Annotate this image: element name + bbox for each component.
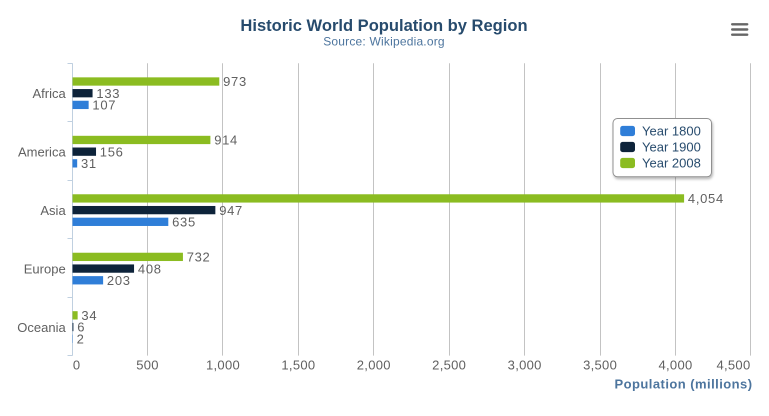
svg-text:Historic World Population by R: Historic World Population by Region (240, 16, 527, 35)
svg-text:732: 732 (187, 250, 211, 265)
svg-text:203: 203 (107, 273, 131, 288)
svg-text:2,000: 2,000 (357, 358, 391, 373)
svg-text:3,500: 3,500 (583, 358, 617, 373)
svg-text:4,000: 4,000 (658, 358, 692, 373)
svg-text:Year 1800: Year 1800 (642, 124, 701, 139)
svg-text:America: America (18, 144, 66, 159)
svg-text:0: 0 (73, 358, 81, 373)
svg-text:31: 31 (81, 156, 97, 171)
svg-text:34: 34 (81, 308, 97, 323)
svg-text:6: 6 (77, 320, 85, 335)
svg-text:4,054: 4,054 (688, 191, 724, 206)
svg-text:973: 973 (223, 74, 247, 89)
svg-text:Source: Wikipedia.org: Source: Wikipedia.org (323, 35, 445, 49)
svg-text:156: 156 (100, 144, 124, 159)
svg-text:Population (millions): Population (millions) (615, 377, 753, 392)
svg-text:4,500: 4,500 (716, 358, 750, 373)
svg-text:947: 947 (219, 203, 243, 218)
svg-text:1,500: 1,500 (281, 358, 315, 373)
svg-text:914: 914 (214, 133, 238, 148)
svg-text:107: 107 (92, 98, 116, 113)
svg-text:Oceania: Oceania (17, 320, 66, 335)
svg-text:Asia: Asia (40, 203, 66, 218)
svg-text:500: 500 (136, 358, 159, 373)
svg-text:1,000: 1,000 (206, 358, 240, 373)
svg-text:635: 635 (172, 215, 196, 230)
svg-text:2,500: 2,500 (432, 358, 466, 373)
svg-text:Europe: Europe (24, 261, 66, 276)
svg-text:Year 2008: Year 2008 (642, 156, 701, 171)
svg-text:Africa: Africa (32, 86, 66, 101)
svg-text:Year 1900: Year 1900 (642, 140, 701, 155)
svg-text:3,000: 3,000 (508, 358, 542, 373)
svg-text:133: 133 (96, 86, 120, 101)
svg-text:2: 2 (77, 331, 85, 346)
svg-text:408: 408 (138, 261, 162, 276)
